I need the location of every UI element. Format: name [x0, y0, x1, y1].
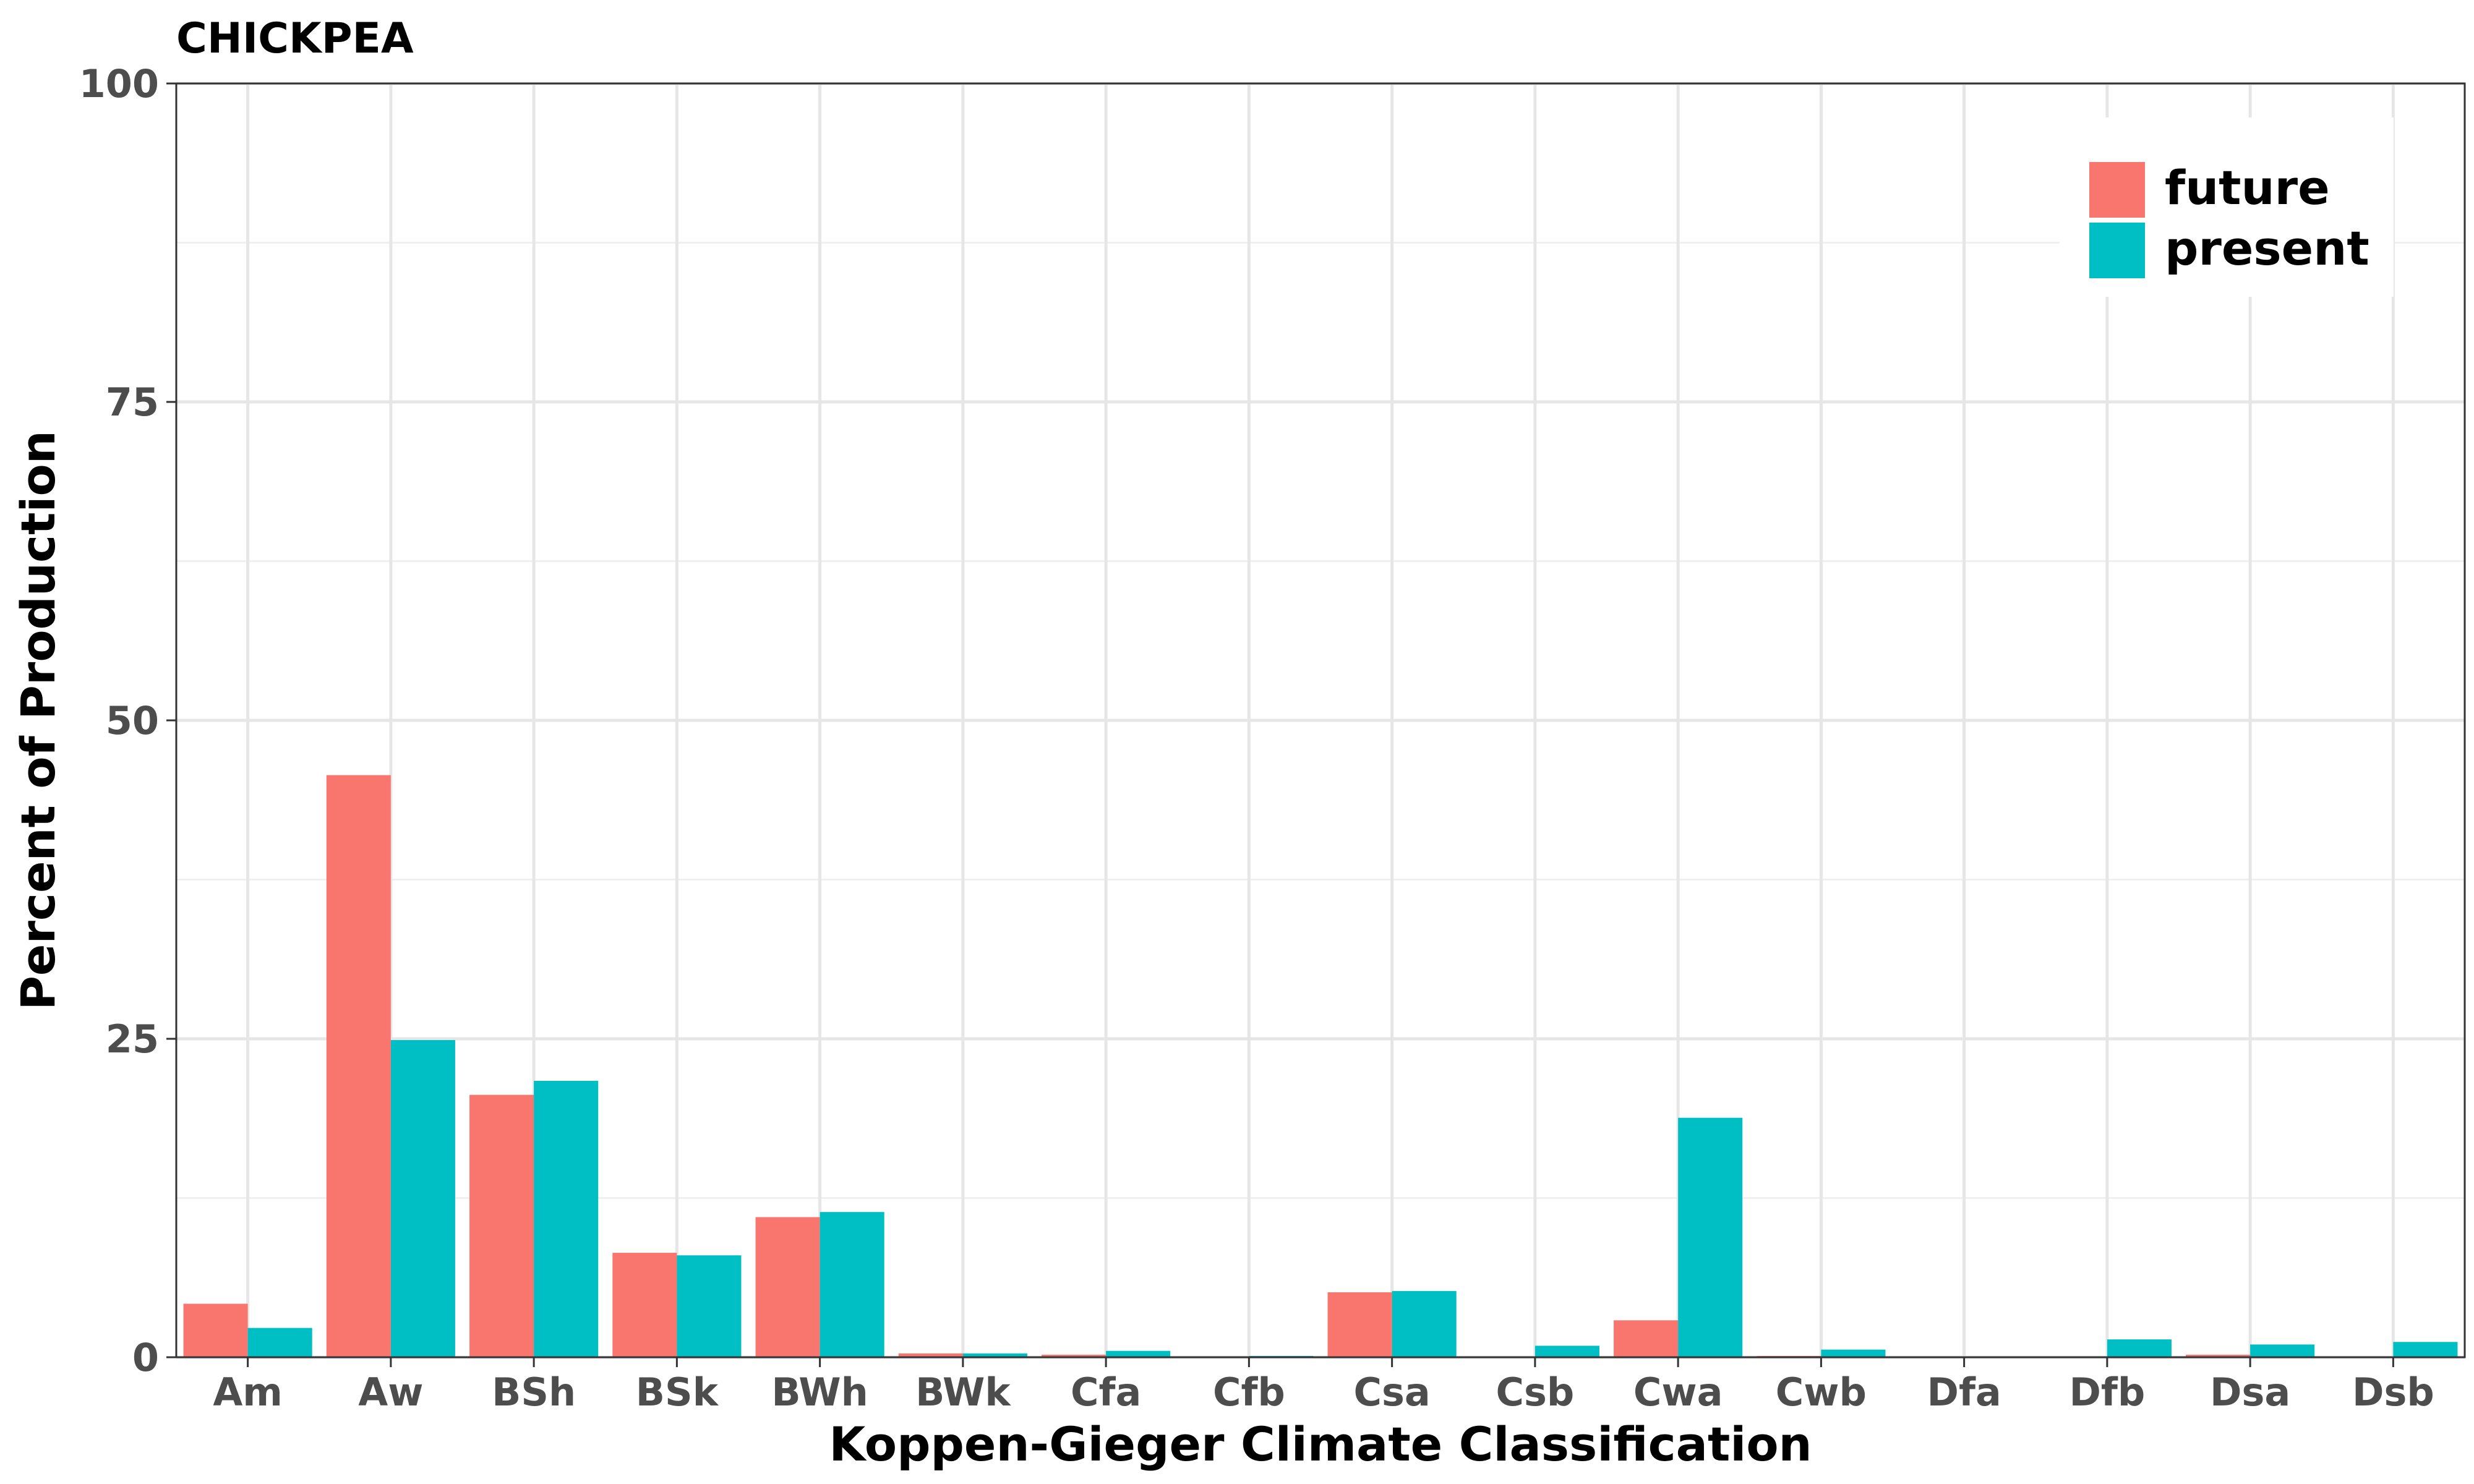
bars: [183, 775, 2458, 1357]
bar-future-Cfa: [1042, 1354, 1106, 1357]
bar-future-BSk: [612, 1253, 677, 1357]
x-tick-label: Cwb: [1776, 1370, 1867, 1415]
legend-label-future: future: [2165, 160, 2330, 215]
bar-present-BSh: [534, 1080, 599, 1357]
y-tick-label: 25: [106, 1017, 159, 1062]
legend-label-present: present: [2165, 221, 2369, 276]
x-tick-label: Dsa: [2210, 1370, 2290, 1415]
x-tick-label: Cwa: [1633, 1370, 1723, 1415]
bar-present-Csa: [1392, 1290, 1457, 1357]
x-tick-label: BWh: [771, 1370, 868, 1415]
x-tick-label: BSk: [636, 1370, 719, 1415]
bar-future-Dsa: [2186, 1354, 2251, 1357]
x-tick-label: Csb: [1496, 1370, 1574, 1415]
bar-present-Cwb: [1821, 1349, 1886, 1357]
y-tick-label: 100: [79, 61, 159, 106]
y-tick-label: 75: [106, 380, 159, 425]
bar-present-Am: [247, 1328, 312, 1357]
y-axis-title: Percent of Production: [11, 430, 66, 1010]
bar-present-BWk: [962, 1353, 1027, 1357]
bar-present-Cfa: [1106, 1350, 1171, 1357]
bar-future-BWh: [755, 1217, 820, 1357]
bar-present-BSk: [677, 1255, 742, 1357]
x-tick-label: Aw: [358, 1370, 423, 1415]
x-axis: Am Aw BSh BSk BWh BWk Cfa Cfb Csa Csb Cwa Cwb Dfa Dfb…: [213, 1357, 2434, 1415]
y-axis: 0 25 50 75 100: [79, 61, 176, 1380]
grid-lines: [176, 82, 2465, 1359]
bar-future-BSh: [469, 1094, 534, 1357]
bar-future-Aw: [326, 775, 391, 1357]
x-tick-label: Am: [213, 1370, 283, 1415]
x-tick-label: Cfa: [1071, 1370, 1141, 1415]
legend-key-present: [2089, 223, 2145, 278]
legend: future present: [2060, 117, 2394, 297]
bar-future-Cwa: [1614, 1320, 1679, 1357]
bar-present-Cwa: [1678, 1117, 1743, 1357]
bar-present-Dsa: [2250, 1344, 2315, 1357]
x-tick-label: Csa: [1354, 1370, 1431, 1415]
x-tick-label: Dfb: [2069, 1370, 2145, 1415]
x-tick-label: BWk: [915, 1370, 1011, 1415]
bar-future-BWk: [898, 1353, 963, 1357]
bar-present-Dsb: [2393, 1342, 2458, 1357]
x-tick-label: BSh: [492, 1370, 576, 1415]
x-tick-label: Dfa: [1927, 1370, 2001, 1415]
chart-title: CHICKPEA: [176, 14, 414, 63]
bar-present-Csb: [1534, 1345, 1599, 1357]
bar-present-BWh: [820, 1212, 884, 1357]
x-tick-label: Dsb: [2352, 1370, 2434, 1415]
bar-future-Am: [183, 1303, 248, 1357]
legend-key-future: [2089, 162, 2145, 218]
y-tick-label: 50: [106, 698, 159, 743]
bar-present-Aw: [390, 1040, 455, 1357]
x-axis-title: Koppen-Gieger Climate Classification: [829, 1417, 1812, 1472]
y-tick-label: 0: [132, 1335, 159, 1380]
bar-future-Csa: [1327, 1292, 1392, 1357]
bar-present-Dfb: [2107, 1339, 2172, 1357]
x-tick-label: Cfb: [1213, 1370, 1285, 1415]
